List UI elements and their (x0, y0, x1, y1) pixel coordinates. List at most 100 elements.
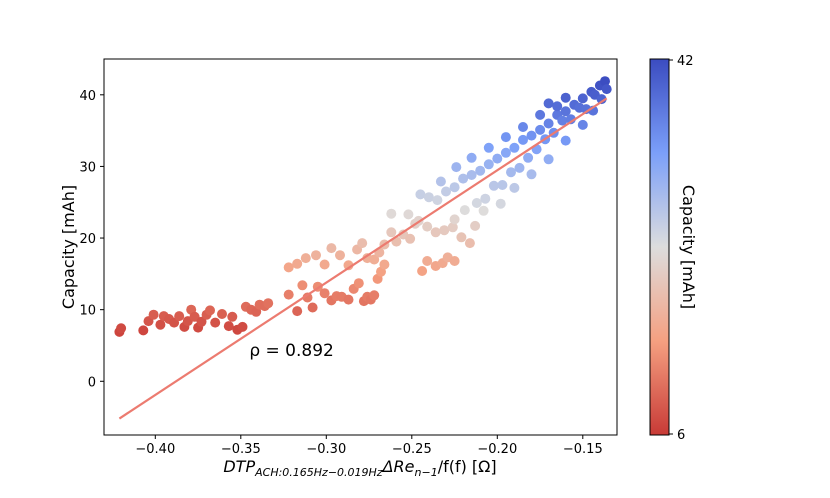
data-point (543, 154, 554, 165)
data-point (470, 220, 481, 231)
data-point (506, 167, 516, 178)
colorbar-tick-label-min: 6 (677, 428, 685, 443)
data-point (217, 309, 227, 319)
data-point (227, 311, 238, 322)
data-point (514, 162, 525, 173)
x-tick-label: −0.35 (221, 442, 261, 457)
data-point (435, 176, 446, 187)
data-point (292, 258, 303, 269)
data-point (500, 147, 511, 158)
data-point (422, 256, 433, 266)
data-point (430, 227, 441, 238)
data-point (478, 205, 489, 216)
correlation-annotation: ρ = 0.892 (249, 341, 334, 361)
x-axis-label-mid: ΔRe (381, 457, 415, 476)
data-point (343, 294, 354, 305)
data-point (326, 243, 337, 254)
data-point (353, 278, 364, 289)
data-point (189, 311, 200, 322)
x-axis-label: DTPACH:0.165Hz−0.019HzΔRen−1/f(f) [Ω] (223, 457, 496, 479)
data-point (526, 130, 537, 141)
data-point (449, 256, 460, 266)
data-point (357, 238, 368, 249)
data-point (535, 109, 546, 120)
data-point (386, 208, 397, 219)
data-point (456, 232, 467, 243)
x-axis-label-main: DTP (223, 457, 255, 476)
data-point (319, 288, 330, 299)
data-point (557, 115, 568, 126)
data-point (509, 182, 520, 193)
data-point (174, 311, 185, 322)
data-point (543, 118, 554, 129)
data-point (523, 152, 534, 163)
data-point (596, 94, 607, 105)
data-point (560, 135, 571, 146)
data-point (466, 152, 477, 163)
x-axis-label-sub: ACH:0.165Hz−0.019Hz (254, 466, 383, 479)
data-point (500, 132, 511, 143)
data-point (205, 305, 215, 316)
data-point (319, 259, 330, 270)
data-point (449, 182, 460, 193)
x-tick-label: −0.15 (563, 442, 603, 457)
data-point (297, 280, 308, 291)
data-point (405, 233, 416, 244)
data-point (369, 254, 380, 265)
data-point (283, 289, 294, 300)
data-point (483, 159, 494, 170)
colorbar-gradient (649, 58, 670, 436)
x-tick-label: −0.20 (477, 442, 517, 457)
data-point (509, 142, 520, 153)
data-point (483, 142, 494, 153)
data-point (577, 119, 588, 130)
data-point (560, 92, 571, 103)
data-point (480, 193, 491, 204)
y-axis-ticks: 0 10 20 30 40 (79, 89, 104, 390)
data-point (300, 253, 311, 264)
x-tick-label: −0.25 (392, 442, 432, 457)
x-axis-ticks: −0.40 −0.35 −0.30 −0.25 −0.20 −0.15 (135, 435, 603, 457)
plot-frame (103, 58, 618, 436)
scatter-points (114, 76, 612, 337)
data-point (343, 260, 354, 271)
data-point (447, 222, 458, 233)
data-point (495, 198, 506, 209)
y-tick-label: 10 (79, 304, 96, 319)
data-point (432, 195, 443, 206)
data-point (535, 124, 546, 135)
data-point (475, 165, 486, 176)
data-point (210, 317, 221, 328)
data-point (577, 93, 588, 104)
colorbar-label: Capacity [mAh] (679, 185, 698, 309)
data-point (464, 238, 475, 249)
x-axis-label-tail: /f(f) [Ω] (438, 457, 497, 476)
data-point (466, 170, 477, 180)
data-point (518, 134, 528, 145)
colorbar-tick-label-max: 42 (677, 54, 694, 69)
data-point (451, 162, 462, 173)
data-point (415, 189, 426, 200)
data-point (441, 186, 451, 197)
data-point (543, 98, 554, 109)
x-tick-label: −0.40 (135, 442, 175, 457)
data-point (223, 321, 234, 332)
data-point (138, 325, 149, 336)
data-point (488, 180, 499, 191)
data-point (458, 173, 469, 184)
data-point (263, 298, 274, 309)
data-point (471, 198, 482, 208)
data-point (302, 292, 313, 303)
data-point (148, 309, 159, 320)
data-point (307, 302, 318, 313)
data-point (439, 225, 450, 236)
data-point (518, 122, 528, 132)
data-point (155, 319, 166, 330)
data-point (292, 306, 303, 317)
y-tick-label: 40 (79, 89, 96, 104)
data-point (560, 106, 571, 117)
data-point (379, 259, 390, 270)
x-axis-label-sub2: n−1 (415, 466, 438, 479)
data-point (601, 84, 612, 95)
y-tick-label: 30 (79, 160, 96, 175)
